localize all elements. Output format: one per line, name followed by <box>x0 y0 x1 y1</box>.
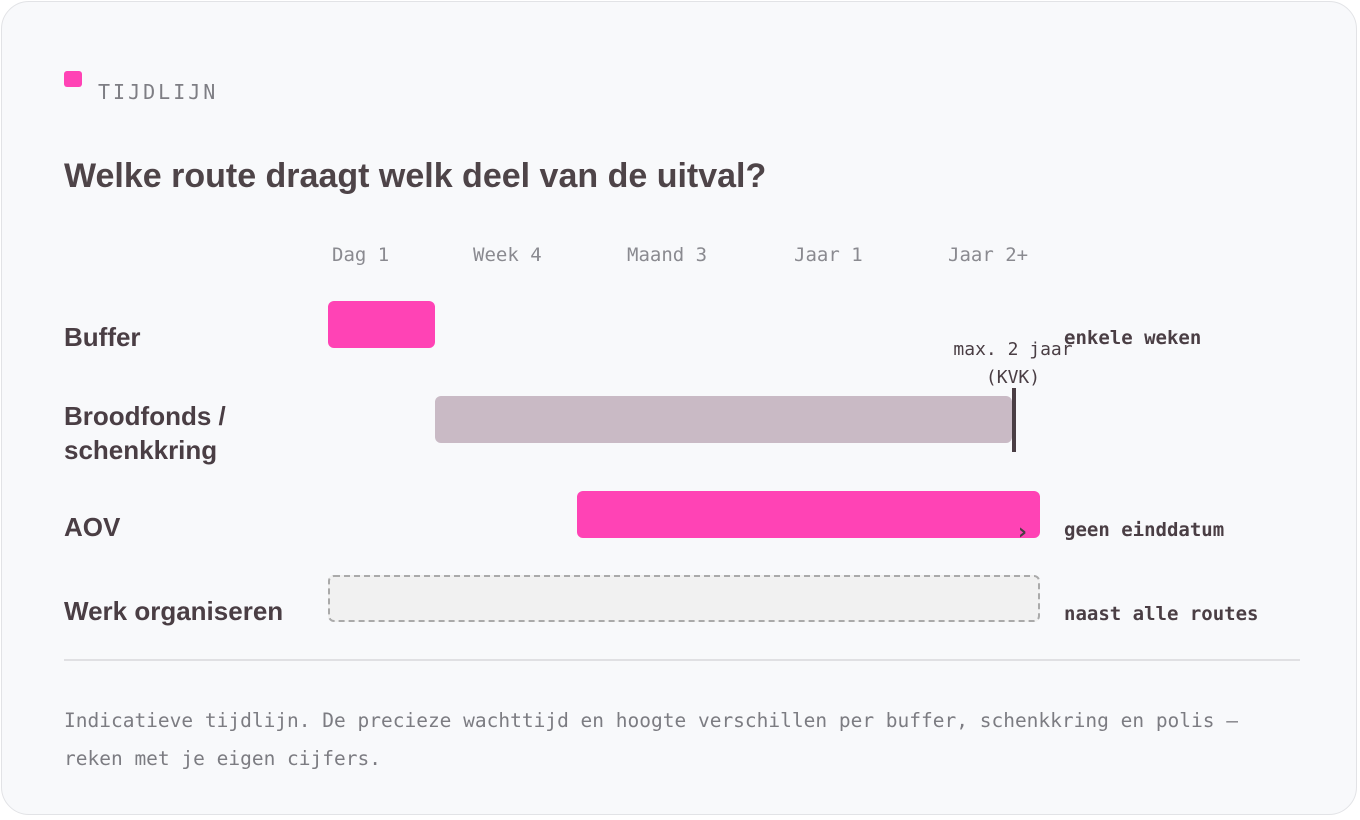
tick-label: Week 4 <box>473 244 542 266</box>
bar-buffer <box>328 301 435 348</box>
bar-aov <box>577 491 1040 538</box>
chevron-right-icon: › <box>1018 520 1028 545</box>
note-aov: geen einddatum <box>1064 519 1225 541</box>
row-label-line: schenkkring <box>64 435 218 465</box>
row-label-werk: Werk organiseren <box>64 596 284 626</box>
footnote: Indicatieve tijdlijn. De precieze wachtt… <box>64 709 1238 770</box>
note-werk: naast alle routes <box>1064 603 1259 625</box>
eyebrow-marker <box>64 71 82 87</box>
divider <box>64 659 1300 661</box>
row-label-line: Broodfonds / <box>64 401 226 431</box>
bar-werk-organiseren <box>328 575 1040 622</box>
row-label-buffer: Buffer <box>64 322 141 352</box>
tick-label: Dag 1 <box>332 244 390 266</box>
card-title: Welke route draagt welk deel van de uitv… <box>64 157 767 195</box>
max-duration-marker <box>1012 388 1016 452</box>
tick-label: Maand 3 <box>627 244 708 266</box>
note-buffer: enkele weken <box>1064 327 1202 349</box>
annotation-line: (KVK) <box>985 367 1041 388</box>
row-label-aov: AOV <box>64 512 121 542</box>
eyebrow-label: TIJDLIJN <box>98 80 219 104</box>
tick-label: Jaar 2+ <box>948 244 1029 266</box>
tick-label: Jaar 1 <box>794 244 863 266</box>
max-duration-annotation: max. 2 jaar (KVK) <box>937 336 1089 392</box>
annotation-line: max. 2 jaar <box>953 339 1073 360</box>
row-label-broodfonds: Broodfonds / schenkkring <box>64 399 226 467</box>
bar-broodfonds <box>435 396 1012 443</box>
